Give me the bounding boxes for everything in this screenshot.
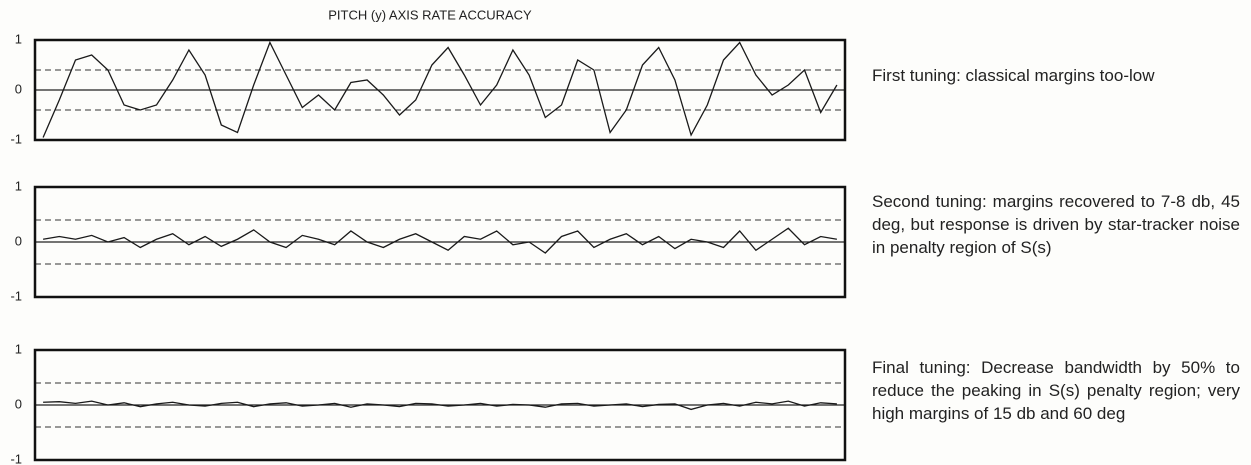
plot-frame <box>33 38 847 142</box>
y-tick-label: 1 <box>15 341 22 356</box>
data-line <box>43 400 837 411</box>
annotation: Second tuning: margins recovered to 7-8 … <box>872 192 1240 257</box>
y-tick-label: 1 <box>15 31 22 46</box>
data-line <box>42 227 838 254</box>
y-tick-label: 0 <box>15 396 22 411</box>
plot-frame <box>33 348 847 462</box>
y-tick-label: -1 <box>10 131 22 146</box>
y-tick-label: -1 <box>10 288 22 303</box>
plot-frame <box>33 185 847 299</box>
charts: PITCH (y) AXIS RATE ACCURACY -1 0 1 -1 0 1 -1 0 1 <box>10 7 847 465</box>
data-line <box>42 40 838 138</box>
annotation: Final tuning: Decrease bandwidth by 50% … <box>872 358 1240 423</box>
y-tick-label: -1 <box>10 451 22 465</box>
annotation: First tuning: classical margins too-low <box>872 66 1155 85</box>
y-tick-label: 0 <box>15 81 22 96</box>
y-tick-label: 0 <box>15 233 22 248</box>
chart-title: PITCH (y) AXIS RATE ACCURACY <box>328 7 532 22</box>
y-tick-label: 1 <box>15 178 22 193</box>
